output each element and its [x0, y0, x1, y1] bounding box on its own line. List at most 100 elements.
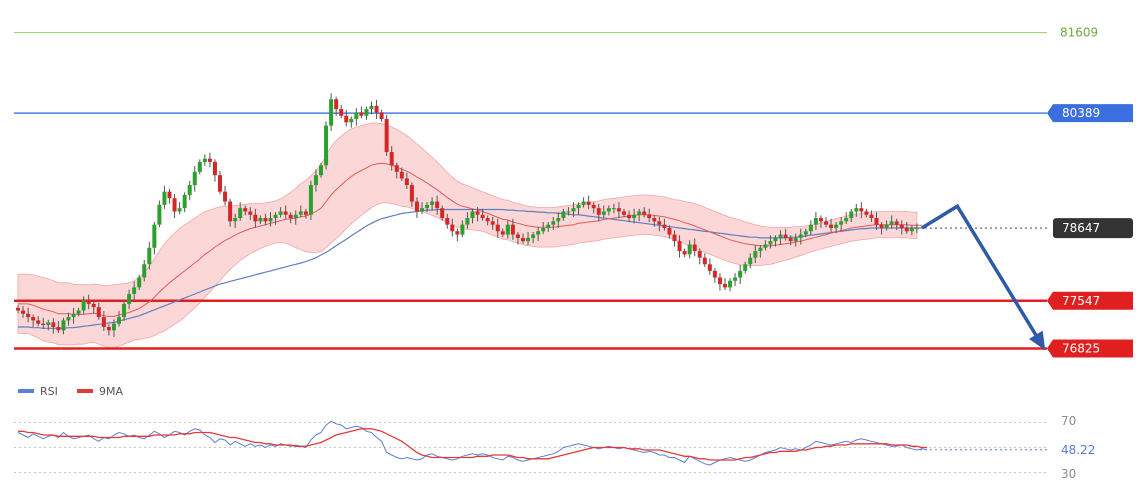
candle-body	[111, 323, 116, 331]
candle-body	[515, 234, 520, 238]
candle-body	[202, 158, 207, 162]
candle-body	[364, 109, 369, 116]
candle-body	[384, 119, 389, 153]
candle-body	[283, 211, 288, 215]
candle-body	[288, 214, 293, 219]
candle-body	[889, 221, 894, 225]
candle-body	[576, 204, 581, 209]
candle-body	[879, 224, 884, 228]
ma9-legend-swatch	[77, 389, 93, 393]
candle-body	[849, 211, 854, 219]
candle-body	[627, 214, 632, 219]
candle-body	[127, 293, 132, 304]
candle-body	[36, 320, 41, 324]
candle-body	[632, 214, 637, 219]
candle-body	[697, 251, 702, 258]
candle-body	[884, 224, 889, 228]
candle-body	[122, 303, 127, 318]
candle-body	[521, 237, 525, 242]
level-77547-label: 77547	[1062, 294, 1100, 308]
candle-body	[228, 201, 233, 222]
candle-body	[465, 218, 470, 225]
candle-body	[490, 221, 495, 225]
candle-body	[450, 224, 455, 232]
rsi-panel: RSI 9MA 70 30 48.22	[14, 385, 1095, 481]
level-80389-label: 80389	[1062, 106, 1100, 120]
candle-body	[733, 277, 738, 281]
candle-body	[657, 221, 662, 225]
candle-body	[687, 244, 692, 255]
candle-body	[374, 105, 379, 113]
candle-body	[829, 224, 834, 228]
candle-body	[808, 224, 813, 232]
candle-body	[586, 201, 591, 205]
candle-body	[460, 224, 465, 235]
candle-body	[541, 227, 546, 232]
candle-body	[106, 326, 111, 331]
candle-body	[414, 201, 419, 212]
candle-body	[904, 227, 909, 232]
candle-body	[71, 313, 76, 318]
candle-body	[187, 185, 192, 195]
candle-body	[813, 218, 818, 225]
candle-body	[182, 194, 187, 209]
candle-body	[61, 320, 66, 331]
candle-body	[66, 317, 71, 321]
candle-body	[339, 109, 344, 116]
candle-body	[616, 208, 621, 212]
candle-body	[551, 221, 556, 225]
candle-body	[606, 208, 611, 212]
candle-body	[394, 165, 399, 172]
candle-body	[702, 257, 707, 265]
candle-body	[197, 161, 202, 172]
candle-body	[495, 224, 500, 232]
candle-body	[531, 234, 536, 238]
candle-body	[717, 277, 722, 285]
candle-body	[712, 270, 717, 278]
candle-body	[268, 218, 273, 222]
ma9-legend-label: 9MA	[99, 385, 123, 398]
candle-body	[798, 234, 803, 238]
candle-body	[611, 208, 616, 210]
candle-body	[117, 317, 121, 324]
candle-body	[162, 191, 167, 205]
candle-body	[389, 152, 394, 166]
forecast-arrow-path	[920, 203, 1045, 348]
candle-body	[566, 211, 571, 213]
candle-body	[172, 198, 177, 212]
candle-body	[909, 227, 914, 232]
candle-body	[682, 251, 687, 255]
level-81609-label: 81609	[1060, 26, 1098, 40]
candle-body	[556, 218, 561, 222]
candle-body	[16, 307, 20, 311]
candle-body	[914, 227, 919, 229]
candle-body	[349, 119, 354, 123]
candle-body	[894, 221, 899, 225]
candle-body	[273, 214, 278, 219]
candle-body	[293, 214, 298, 219]
candle-body	[793, 237, 798, 242]
level-76825-box	[1047, 339, 1133, 358]
candle-body	[788, 237, 793, 242]
candle-body	[561, 211, 566, 219]
candle-body	[26, 313, 31, 318]
candle-body	[258, 218, 263, 222]
candle-body	[440, 208, 445, 219]
candle-body	[899, 224, 904, 228]
candle-body	[571, 208, 576, 212]
candle-body	[218, 175, 222, 192]
candle-body	[824, 221, 828, 225]
candle-body	[470, 211, 475, 219]
candle-body	[834, 224, 839, 228]
candle-body	[152, 224, 157, 248]
candle-body	[329, 99, 334, 126]
candle-body	[778, 234, 783, 238]
candle-body	[475, 211, 480, 215]
candle-body	[167, 191, 172, 199]
candle-body	[369, 105, 374, 110]
candle-body	[313, 175, 318, 186]
level-80389-box	[1047, 104, 1133, 123]
candle-body	[844, 218, 849, 222]
